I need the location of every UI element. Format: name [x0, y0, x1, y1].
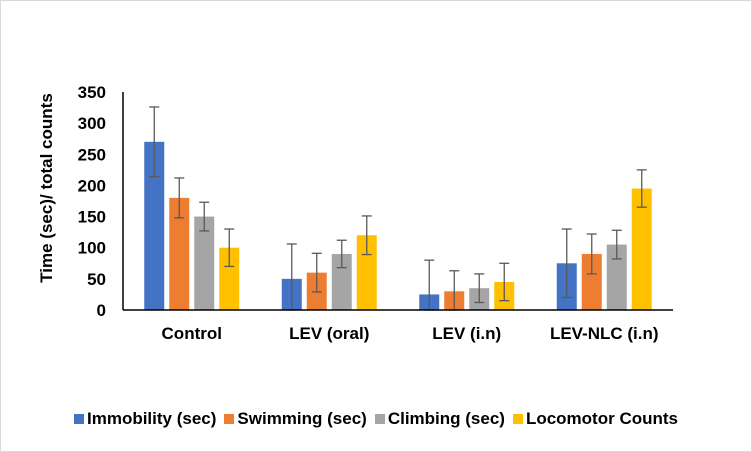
legend-item: Immobility (sec) — [73, 409, 217, 429]
bars — [144, 141, 652, 310]
error-bar — [336, 239, 347, 269]
error-bar — [499, 262, 510, 302]
legend-label: Immobility (sec) — [86, 409, 217, 428]
legend-swatch — [224, 414, 235, 424]
bar — [581, 253, 602, 310]
bar — [194, 216, 215, 310]
x-tick-label: LEV (i.n) — [432, 324, 501, 343]
error-bar — [474, 273, 485, 304]
legend-label: Locomotor Counts — [525, 409, 678, 428]
error-bar — [149, 106, 160, 178]
error-bar — [611, 229, 622, 260]
error-bar — [311, 252, 322, 293]
legend-item: Locomotor Counts — [512, 409, 678, 429]
legend-label: Climbing (sec) — [387, 409, 505, 428]
legend-item: Swimming (sec) — [224, 409, 367, 429]
y-tick-label: 350 — [78, 83, 106, 102]
y-tick-label: 100 — [78, 239, 106, 258]
y-tick-label: 150 — [78, 208, 106, 227]
y-axis-ticks: 0 50 100 150 200 250 300 350 — [78, 83, 106, 320]
x-tick-label: Control — [162, 324, 222, 343]
legend-swatch — [73, 414, 84, 424]
y-tick-label: 50 — [87, 270, 106, 289]
legend-swatch — [512, 414, 523, 424]
error-bar — [224, 228, 235, 268]
error-bar — [586, 233, 597, 275]
bar — [219, 247, 240, 310]
y-axis-label: Time (sec)/ total counts — [37, 93, 56, 283]
bar — [169, 197, 190, 310]
x-tick-label: LEV-NLC (i.n) — [550, 324, 659, 343]
bar — [606, 244, 627, 310]
x-tick-label: LEV (oral) — [289, 324, 369, 343]
error-bar — [174, 177, 185, 219]
error-bar — [636, 169, 647, 208]
legend-swatch — [374, 414, 385, 424]
error-bars — [149, 106, 647, 311]
bar — [631, 188, 652, 310]
y-tick-label: 250 — [78, 145, 106, 164]
bar — [144, 141, 165, 310]
y-tick-label: 300 — [78, 114, 106, 133]
y-tick-label: 0 — [97, 301, 106, 320]
legend-label: Swimming (sec) — [237, 409, 367, 428]
legend: Immobility (sec) Swimming (sec) Climbing (… — [0, 409, 752, 429]
legend-item: Climbing (sec) — [374, 409, 505, 429]
error-bar — [199, 201, 210, 232]
y-tick-label: 200 — [78, 176, 106, 195]
error-bar — [561, 228, 572, 299]
x-axis-ticks: Control LEV (oral) LEV (i.n) LEV-NLC (i.n) — [162, 324, 659, 343]
error-bar — [361, 215, 372, 256]
